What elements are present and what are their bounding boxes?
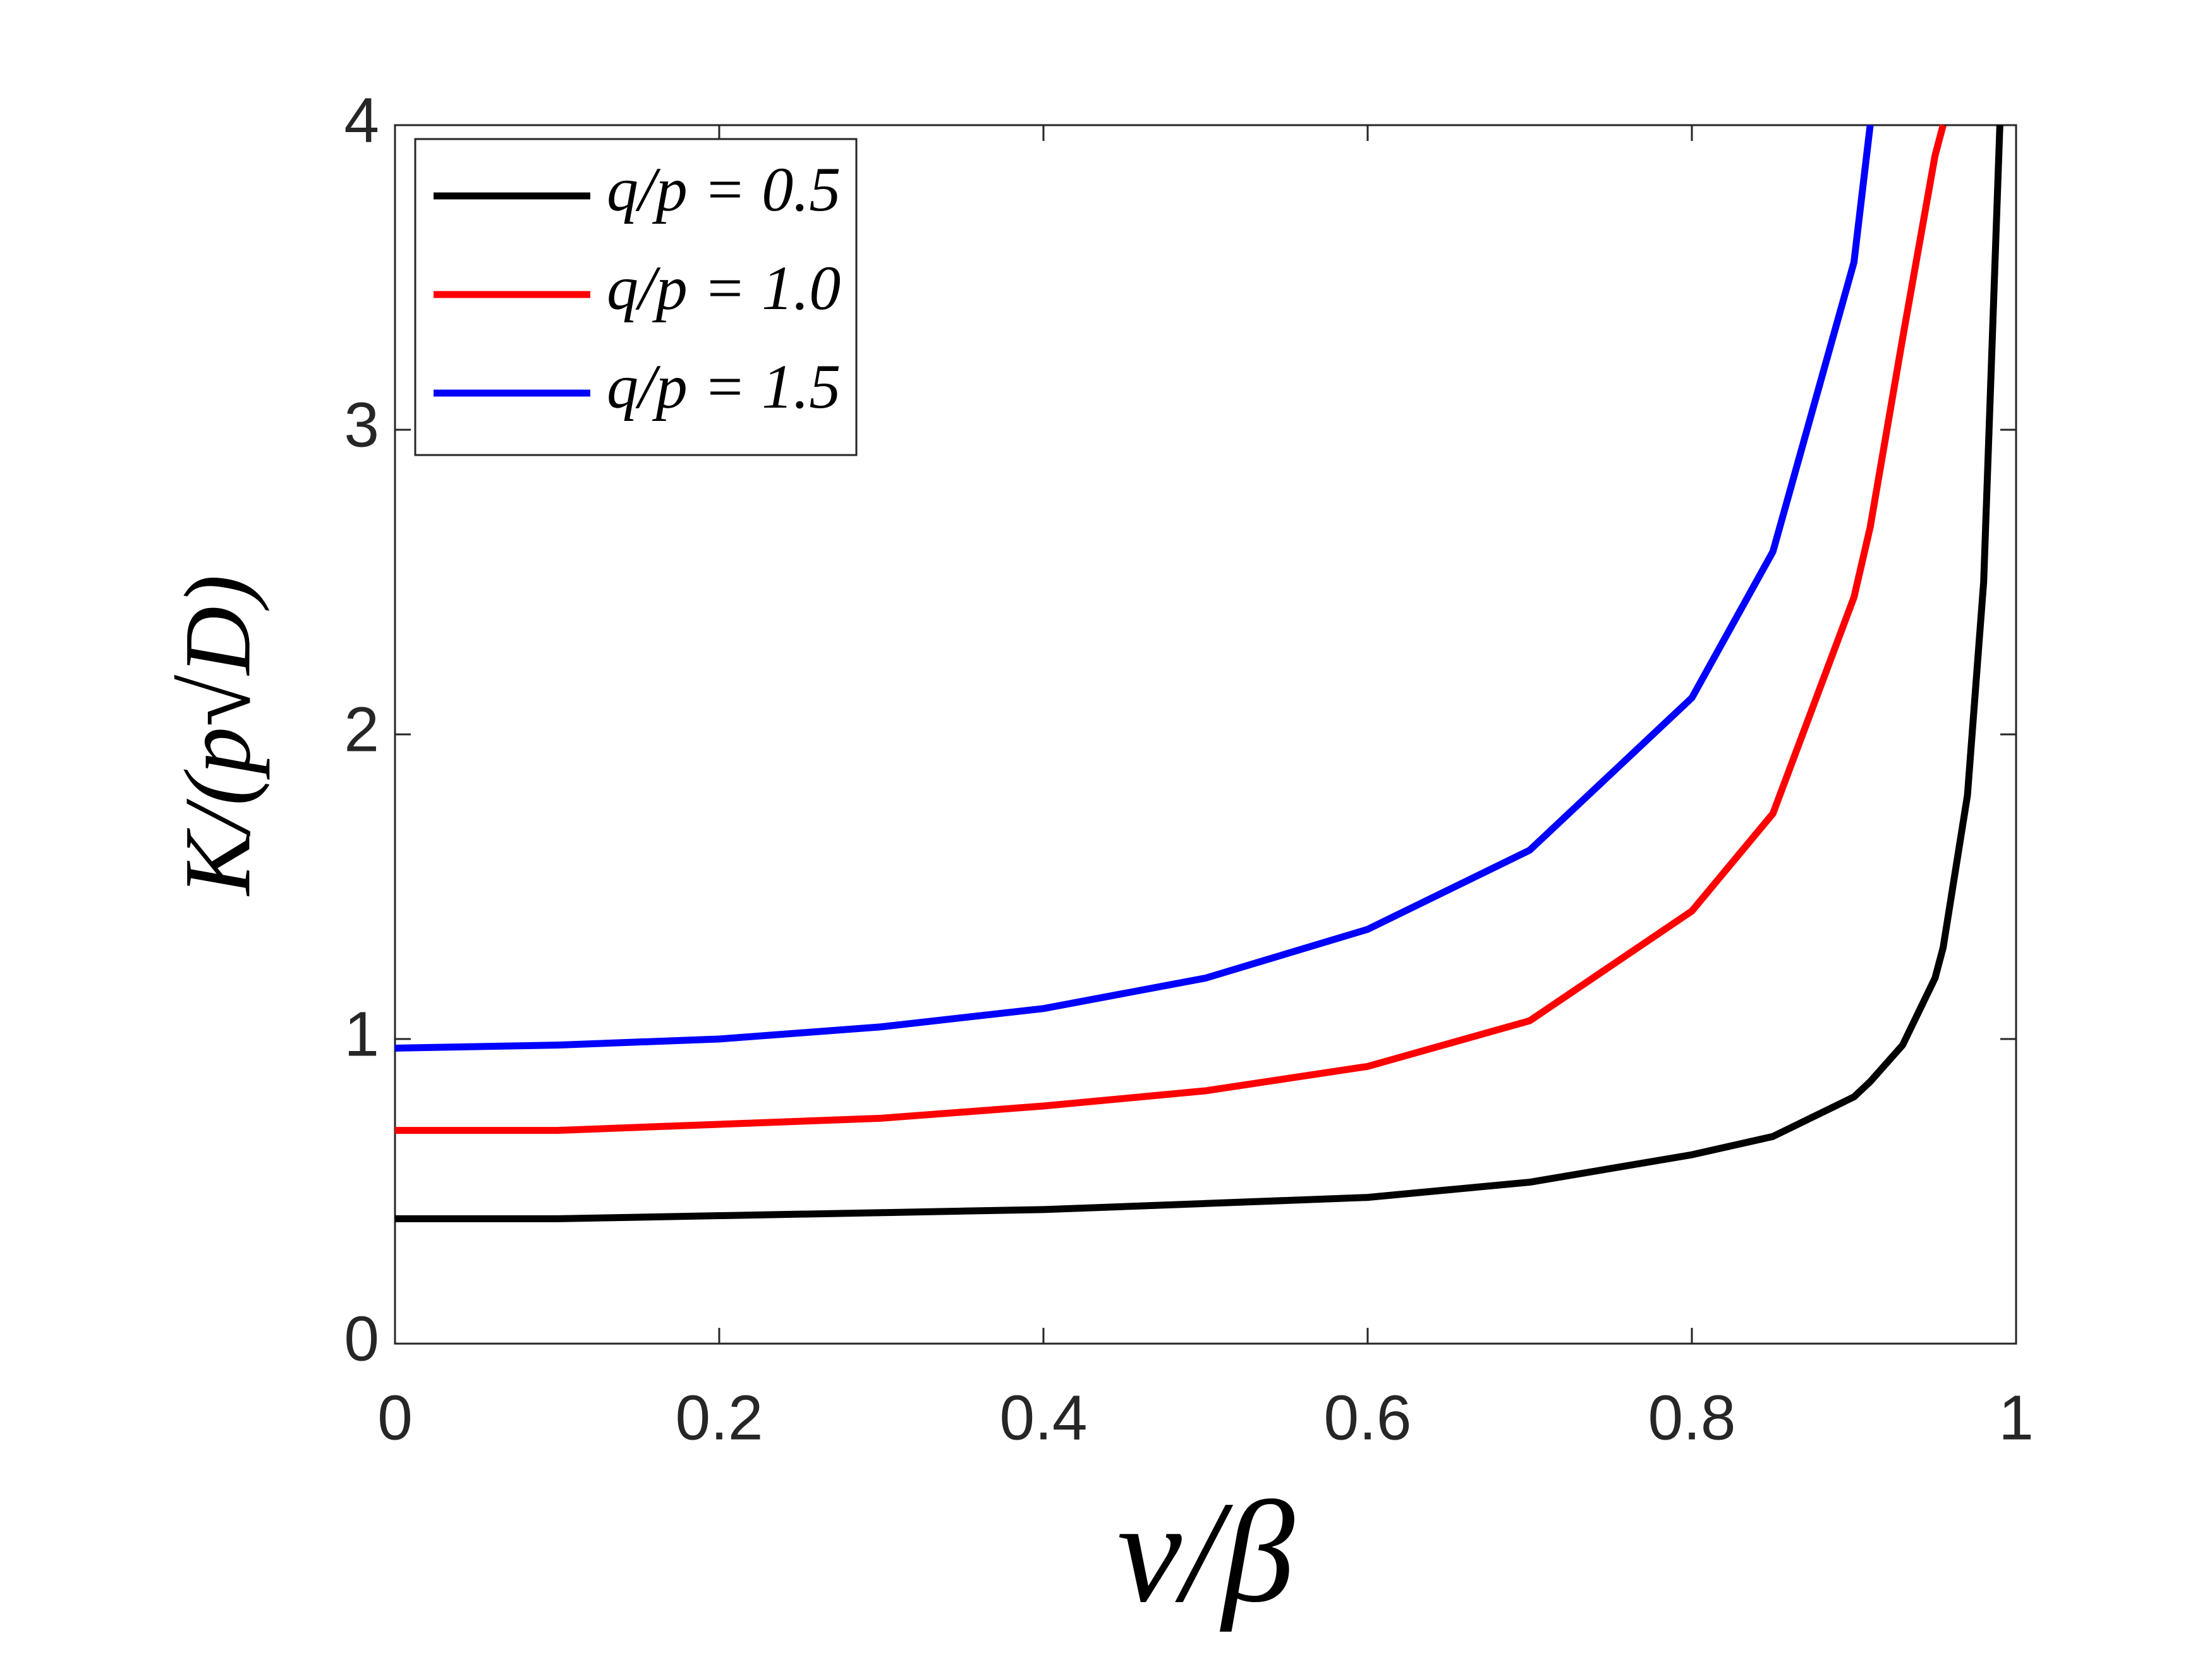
y-tick-label: 0	[344, 1303, 379, 1374]
data-line	[394, 125, 1874, 1052]
y-tick-label: 1	[344, 999, 379, 1069]
x-tick-label: 0.2	[675, 1382, 763, 1453]
legend-label: q/p = 1.0	[607, 253, 841, 323]
x-tick-label: 0.4	[999, 1382, 1087, 1453]
legend-label: q/p = 1.5	[607, 351, 841, 422]
data-line	[395, 125, 2003, 1222]
y-tick-label: 4	[344, 85, 379, 155]
data-line	[395, 124, 1947, 1134]
x-axis-label: v/β	[1117, 1471, 1295, 1632]
x-tick-label: 0.8	[1648, 1382, 1735, 1453]
y-axis-label: K/(p√D)	[165, 574, 270, 896]
x-tick-label: 0.6	[1323, 1382, 1411, 1453]
x-tick-label: 0	[377, 1382, 413, 1453]
x-tick-label: 1	[1998, 1382, 2034, 1453]
y-tick-label: 2	[344, 694, 379, 765]
legend-label: q/p = 0.5	[607, 154, 841, 224]
y-tick-label: 3	[344, 389, 379, 460]
